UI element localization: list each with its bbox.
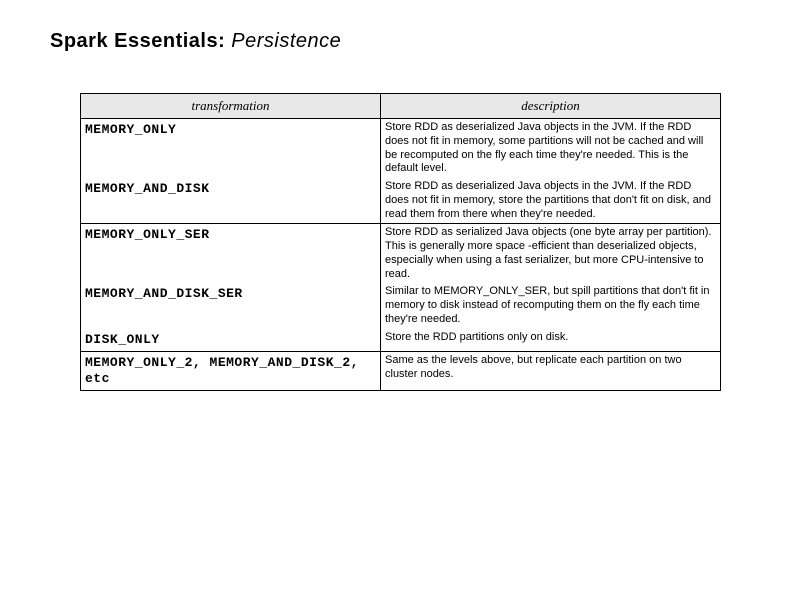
- cell-description: Store RDD as deserialized Java objects i…: [381, 178, 721, 224]
- table-row: MEMORY_AND_DISK Store RDD as deserialize…: [81, 178, 721, 224]
- persistence-table: transformation description MEMORY_ONLY S…: [80, 93, 721, 391]
- cell-transformation: MEMORY_AND_DISK_SER: [81, 283, 381, 328]
- slide: Spark Essentials: Persistence transforma…: [0, 0, 800, 391]
- page-title: Spark Essentials: Persistence: [50, 30, 750, 53]
- title-bold: Spark Essentials:: [50, 30, 225, 52]
- header-transformation: transformation: [81, 94, 381, 119]
- cell-transformation: DISK_ONLY: [81, 329, 381, 352]
- header-description: description: [381, 94, 721, 119]
- cell-transformation: MEMORY_ONLY_SER: [81, 224, 381, 284]
- table-row: MEMORY_AND_DISK_SER Similar to MEMORY_ON…: [81, 283, 721, 328]
- cell-transformation: MEMORY_ONLY: [81, 119, 381, 179]
- table-row: MEMORY_ONLY Store RDD as deserialized Ja…: [81, 119, 721, 179]
- cell-description: Store RDD as deserialized Java objects i…: [381, 119, 721, 179]
- table-row: MEMORY_ONLY_SER Store RDD as serialized …: [81, 224, 721, 284]
- cell-transformation: MEMORY_AND_DISK: [81, 178, 381, 224]
- table-row: DISK_ONLY Store the RDD partitions only …: [81, 329, 721, 352]
- cell-description: Store the RDD partitions only on disk.: [381, 329, 721, 352]
- cell-description: Store RDD as serialized Java objects (on…: [381, 224, 721, 284]
- table-row: MEMORY_ONLY_2, MEMORY_AND_DISK_2, etc Sa…: [81, 351, 721, 391]
- cell-description: Same as the levels above, but replicate …: [381, 351, 721, 391]
- title-italic: Persistence: [225, 30, 341, 52]
- cell-description: Similar to MEMORY_ONLY_SER, but spill pa…: [381, 283, 721, 328]
- table-header-row: transformation description: [81, 94, 721, 119]
- cell-transformation: MEMORY_ONLY_2, MEMORY_AND_DISK_2, etc: [81, 351, 381, 391]
